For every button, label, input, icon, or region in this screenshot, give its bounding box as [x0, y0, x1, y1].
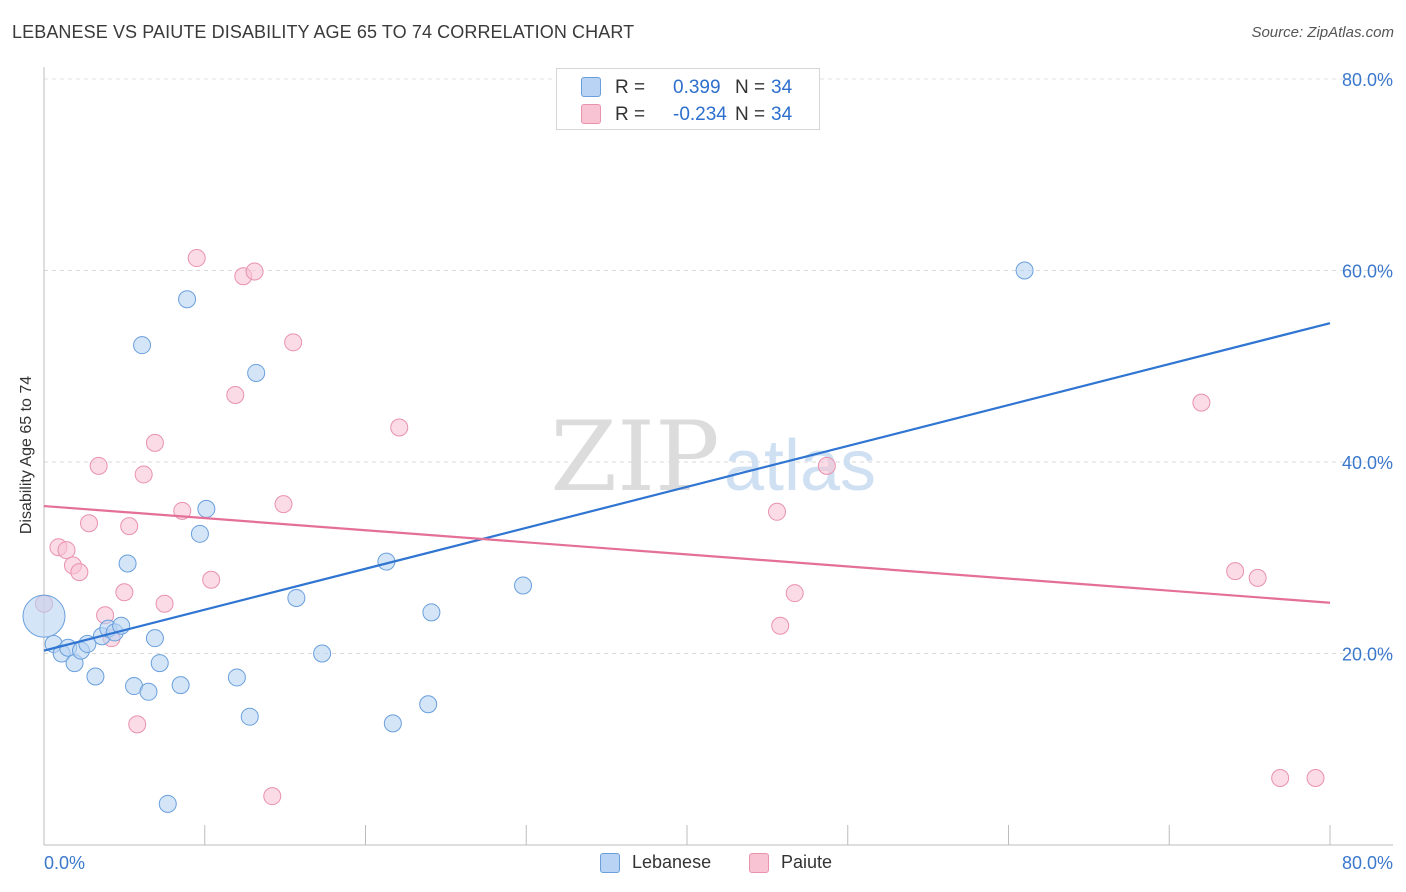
legend-n-value: 34	[771, 104, 793, 125]
paiute-point	[134, 465, 153, 484]
paiute-point	[274, 495, 293, 514]
lebanese-point	[171, 676, 190, 695]
lebanese-point	[178, 290, 197, 309]
paiute-point	[245, 262, 264, 281]
paiute-point	[817, 456, 836, 475]
paiute-point	[263, 787, 282, 806]
paiute-point	[57, 541, 76, 560]
axes	[43, 67, 1393, 846]
gridlines	[44, 78, 1393, 654]
lebanese-point	[287, 588, 306, 607]
stats-legend: R = 0.399 N = 34 R = -0.234 N = 34	[556, 68, 820, 130]
paiute-point	[128, 715, 147, 734]
lebanese-point	[227, 668, 246, 687]
lebanese-point	[514, 576, 533, 595]
paiute-point	[187, 249, 206, 268]
legend-n-label: N =	[735, 104, 766, 125]
paiute-point	[226, 385, 245, 404]
y-tick-label: 20.0%	[1342, 645, 1393, 665]
paiute-point	[80, 514, 99, 533]
watermark: ZIP atlas	[550, 401, 876, 513]
lebanese-point	[118, 554, 137, 573]
paiute-point	[70, 563, 89, 582]
paiute-point	[1226, 562, 1245, 581]
legend-label-paiute: Paiute	[781, 852, 833, 872]
paiute-point	[89, 456, 108, 475]
lebanese-trend-line	[43, 322, 1331, 652]
x-tick-label-max: 80.0%	[1342, 853, 1393, 873]
x-tick-label-min: 0.0%	[44, 853, 85, 873]
paiute-point	[1306, 768, 1325, 787]
paiute-point	[1271, 768, 1290, 787]
lebanese-point	[145, 629, 164, 648]
trend-lines	[43, 322, 1331, 652]
lebanese-point	[22, 594, 66, 638]
paiute-point	[120, 517, 139, 536]
paiute-point	[1192, 393, 1211, 412]
lebanese-point	[419, 695, 438, 714]
legend-swatch-paiute	[749, 853, 769, 873]
legend-r-value: 0.399	[673, 77, 721, 98]
lebanese-point	[133, 336, 152, 355]
lebanese-point	[247, 363, 266, 382]
paiute-point	[155, 594, 174, 613]
paiute-point	[1248, 568, 1267, 587]
lebanese-point	[150, 654, 169, 673]
y-tick-label: 80.0%	[1342, 70, 1393, 90]
watermark-atlas: atlas	[724, 426, 876, 506]
tick-labels: 0.0% 80.0% 20.0% 40.0% 60.0% 80.0%	[44, 70, 1393, 873]
legend-n-label: N =	[735, 77, 766, 98]
paiute-point	[284, 333, 303, 352]
lebanese-point	[313, 644, 332, 663]
legend-swatch-lebanese	[581, 77, 601, 97]
lebanese-point	[240, 707, 259, 726]
lebanese-point	[86, 667, 105, 686]
paiute-point	[768, 502, 787, 521]
paiute-trend-line	[43, 504, 1331, 604]
lebanese-points	[22, 261, 1034, 813]
paiute-point	[115, 583, 134, 602]
source-label: Source: ZipAtlas.com	[1251, 24, 1394, 41]
paiute-point	[202, 570, 221, 589]
paiute-point	[390, 418, 409, 437]
legend-r-value: -0.234	[673, 104, 727, 125]
paiute-point	[785, 584, 804, 603]
lebanese-point	[158, 794, 177, 813]
legend-r-label: R =	[615, 77, 646, 98]
paiute-point	[771, 616, 790, 635]
legend-r-label: R =	[615, 104, 646, 125]
lebanese-point	[422, 603, 441, 622]
paiute-point	[145, 433, 164, 452]
paiute-points	[35, 249, 1325, 806]
watermark-zip: ZIP	[550, 401, 719, 513]
lebanese-point	[139, 682, 158, 701]
chart-title: LEBANESE VS PAIUTE DISABILITY AGE 65 TO …	[12, 22, 635, 42]
y-tick-label: 60.0%	[1342, 262, 1393, 282]
lebanese-point	[1015, 261, 1034, 280]
lebanese-point	[383, 714, 402, 733]
lebanese-point	[197, 499, 216, 518]
legend-n-value: 34	[771, 77, 793, 98]
legend-swatch-lebanese	[600, 853, 620, 873]
legend-swatch-paiute	[581, 104, 601, 124]
y-tick-label: 40.0%	[1342, 453, 1393, 473]
lebanese-point	[190, 524, 209, 543]
legend-label-lebanese: Lebanese	[632, 852, 712, 872]
